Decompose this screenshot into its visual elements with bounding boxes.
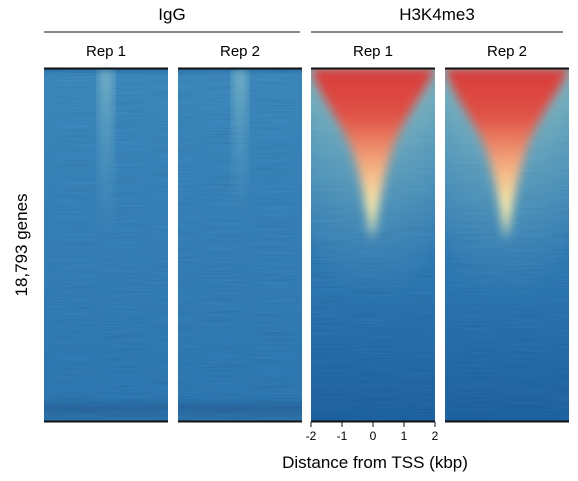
- group-title-h3k4me3: H3K4me3: [399, 5, 475, 24]
- rep-label-igg-2: Rep 2: [220, 43, 260, 60]
- rep-label-igg-1: Rep 1: [86, 43, 126, 60]
- heatmap-panel-igg-rep1: [44, 67, 168, 423]
- group-title-igg: IgG: [158, 5, 185, 24]
- x-tick-label: 1: [401, 429, 408, 443]
- heatmap-panel-h3k4me3-rep1: [311, 67, 435, 423]
- x-axis-ticks: -2 -1 0 1 2: [306, 422, 439, 443]
- x-tick-label: 0: [370, 429, 377, 443]
- x-tick-label: -1: [337, 429, 348, 443]
- x-tick-label: -2: [306, 429, 317, 443]
- x-axis-label: Distance from TSS (kbp): [282, 453, 468, 472]
- rep-label-h3-2: Rep 2: [487, 43, 527, 60]
- x-tick-label: 2: [432, 429, 439, 443]
- rep-label-h3-1: Rep 1: [353, 43, 393, 60]
- heatmap-panel-igg-rep2: [178, 67, 302, 423]
- y-axis-label: 18,793 genes: [12, 193, 31, 296]
- heatmap-panel-h3k4me3-rep2: [445, 67, 569, 423]
